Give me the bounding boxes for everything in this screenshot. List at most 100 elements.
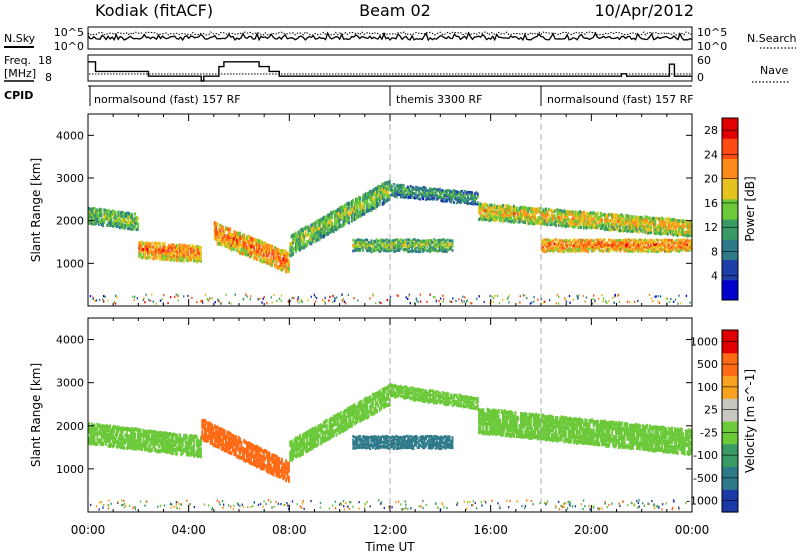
heatmap-cell	[387, 396, 390, 401]
heatmap-cell	[598, 240, 601, 244]
heatmap-cell	[394, 384, 397, 387]
heatmap-cell	[96, 210, 99, 214]
heatmap-cell	[441, 391, 444, 394]
heatmap-cell	[580, 214, 583, 218]
heatmap-cell	[374, 245, 377, 248]
heatmap-cell	[496, 205, 499, 209]
heatmap-cell	[525, 217, 528, 222]
heatmap-cell	[184, 247, 187, 251]
heatmap-cell	[591, 223, 594, 227]
heatmap-cell	[683, 238, 686, 242]
heatmap-cell	[100, 431, 103, 436]
heatmap-cell	[88, 209, 90, 213]
heatmap-cell	[364, 396, 367, 401]
heatmap-cell	[538, 209, 541, 214]
heatmap-cell	[402, 247, 405, 251]
heatmap-cell	[131, 446, 134, 451]
heatmap-cell	[686, 248, 689, 252]
heatmap-cell	[638, 223, 641, 228]
heatmap-cell	[267, 250, 269, 255]
heatmap-cell	[387, 197, 390, 202]
heatmap-cell	[606, 213, 609, 217]
freq-label-line1: Freq.	[4, 54, 31, 67]
heatmap-cell	[170, 435, 173, 440]
heatmap-cell	[610, 213, 613, 217]
heatmap-cell	[360, 399, 363, 404]
heatmap-cell	[223, 429, 226, 434]
heatmap-cell	[574, 239, 577, 242]
heatmap-cell	[278, 297, 281, 300]
heatmap-cell	[146, 247, 149, 252]
heatmap-cell	[150, 241, 153, 246]
heatmap-cell	[485, 202, 488, 207]
heatmap-cell	[266, 302, 268, 305]
heatmap-cell	[457, 198, 460, 202]
heatmap-cell	[259, 297, 261, 300]
heatmap-cell	[398, 247, 401, 250]
heatmap-cell	[148, 448, 151, 453]
heatmap-cell	[425, 399, 427, 402]
heatmap-cell	[398, 388, 401, 391]
heatmap-cell	[665, 297, 667, 300]
heatmap-cell	[411, 389, 413, 393]
heatmap-cell	[199, 246, 202, 250]
heatmap-cell	[661, 225, 664, 229]
heatmap-cell	[390, 383, 392, 386]
heatmap-cell	[359, 414, 362, 419]
heatmap-cell	[219, 438, 222, 443]
heatmap-cell	[683, 245, 686, 249]
noise-tick-left-bottom: 10^0	[54, 40, 84, 53]
heatmap-cell	[353, 201, 356, 206]
heatmap-cell	[380, 240, 383, 244]
heatmap-cell	[631, 218, 634, 222]
heatmap-cell	[195, 253, 198, 257]
heatmap-cell	[634, 220, 637, 225]
heatmap-cell	[647, 224, 650, 228]
heatmap-cell	[247, 455, 250, 460]
heatmap-cell	[178, 249, 181, 253]
heatmap-cell	[514, 211, 517, 215]
heatmap-cell	[104, 439, 107, 444]
heatmap-cell	[96, 208, 99, 212]
heatmap-cell	[436, 188, 439, 191]
nsky-label: N.Sky	[4, 32, 36, 45]
heatmap-cell	[360, 238, 363, 242]
heatmap-cell	[146, 241, 149, 245]
heatmap-cell	[234, 435, 237, 440]
heatmap-cell	[447, 401, 450, 404]
heatmap-cell	[170, 248, 173, 253]
heatmap-cell	[666, 298, 669, 301]
heatmap-cell	[183, 255, 186, 259]
heatmap-cell	[187, 294, 189, 297]
heatmap-cell	[391, 193, 394, 197]
heatmap-cell	[472, 407, 475, 410]
heatmap-cell	[113, 213, 116, 217]
heatmap-cell	[672, 300, 675, 303]
heatmap-cell	[174, 249, 177, 254]
heatmap-cell	[363, 412, 366, 417]
heatmap-cell	[268, 451, 271, 456]
heatmap-cell	[433, 238, 436, 241]
heatmap-cell	[493, 203, 496, 208]
heatmap-cell	[227, 227, 230, 232]
heatmap-cell	[595, 226, 598, 230]
heatmap-cell	[553, 242, 556, 246]
heatmap-cell	[181, 440, 184, 445]
heatmap-cell	[687, 247, 690, 251]
heatmap-cell	[394, 238, 397, 242]
heatmap-cell	[159, 299, 162, 302]
heatmap-cell	[285, 478, 288, 483]
heatmap-cell	[624, 243, 627, 247]
heatmap-cell	[125, 426, 128, 431]
heatmap-cell	[576, 213, 578, 218]
heatmap-cell	[659, 225, 662, 229]
heatmap-cell	[479, 207, 482, 212]
heatmap-cell	[135, 427, 138, 432]
heatmap-cell	[286, 461, 289, 466]
heatmap-cell	[654, 295, 656, 298]
heatmap-cell	[431, 397, 434, 400]
heatmap-cell	[241, 453, 244, 458]
heatmap-cell	[178, 243, 181, 247]
heatmap-cell	[296, 453, 299, 458]
heatmap-cell	[306, 437, 309, 442]
